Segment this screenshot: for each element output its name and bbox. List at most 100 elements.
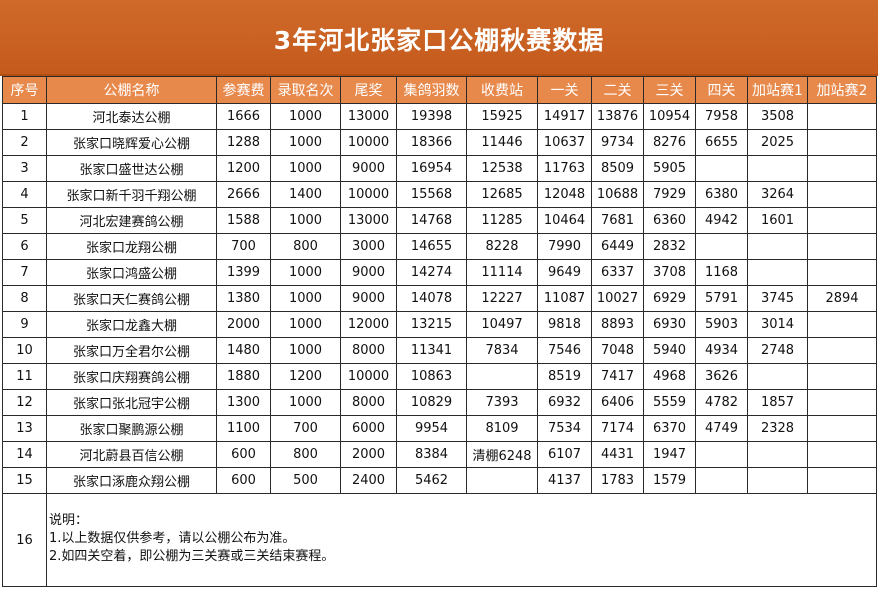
table-cell: 1400 xyxy=(270,181,341,208)
table-cell: 3708 xyxy=(643,259,696,286)
table-cell: 1000 xyxy=(270,259,341,286)
table-cell: 1288 xyxy=(216,129,271,156)
table-cell: 10637 xyxy=(537,129,592,156)
table-cell: 6380 xyxy=(695,181,748,208)
table-cell xyxy=(807,259,877,286)
table-cell: 6337 xyxy=(591,259,644,286)
table-cell: 11087 xyxy=(537,285,592,312)
table-cell xyxy=(747,441,808,468)
column-header: 尾奖 xyxy=(340,76,397,104)
table-cell: 11285 xyxy=(466,207,538,234)
loft-name: 河北宏建赛鸽公棚 xyxy=(46,207,217,234)
table-cell: 8228 xyxy=(466,233,538,260)
table-row: 10 张家口万全君尔公棚 1480 1000 8000 11341 7834 7546 7048… xyxy=(2,337,877,364)
table-cell: 1000 xyxy=(270,103,341,130)
table-cell: 14768 xyxy=(396,207,467,234)
table-cell: 1000 xyxy=(270,337,341,364)
loft-name: 张家口盛世达公棚 xyxy=(46,155,217,182)
row-index: 6 xyxy=(2,233,47,260)
table-cell: 11446 xyxy=(466,129,538,156)
table-cell: 9000 xyxy=(340,285,397,312)
table-cell: 5559 xyxy=(643,389,696,416)
table-cell: 1000 xyxy=(270,129,341,156)
table-cell: 1480 xyxy=(216,337,271,364)
table-cell xyxy=(747,363,808,390)
table-row: 7 张家口鸿盛公棚 1399 1000 9000 14274 11114 9649 6337 37… xyxy=(2,259,877,286)
table-cell: 2894 xyxy=(807,285,877,312)
table-cell xyxy=(466,363,538,390)
loft-name: 张家口龙翔公棚 xyxy=(46,233,217,260)
table-cell: 9000 xyxy=(340,155,397,182)
column-header: 四关 xyxy=(695,76,748,104)
table-cell: 3014 xyxy=(747,311,808,338)
table-cell: 8109 xyxy=(466,415,538,442)
row-index: 7 xyxy=(2,259,47,286)
loft-name: 张家口万全君尔公棚 xyxy=(46,337,217,364)
table-cell: 7958 xyxy=(695,103,748,130)
table-cell xyxy=(807,129,877,156)
table-cell: 清棚6248 xyxy=(466,441,538,468)
table-cell: 7834 xyxy=(466,337,538,364)
table-cell: 10000 xyxy=(340,363,397,390)
column-header: 加站赛1 xyxy=(747,76,808,104)
table-cell: 6406 xyxy=(591,389,644,416)
table-cell: 500 xyxy=(270,467,341,494)
table-cell: 6929 xyxy=(643,285,696,312)
table-cell: 10954 xyxy=(643,103,696,130)
table-row: 3 张家口盛世达公棚 1200 1000 9000 16954 12538 11763 8509… xyxy=(2,155,877,182)
table-cell: 2832 xyxy=(643,233,696,260)
table-cell: 4431 xyxy=(591,441,644,468)
table-cell: 1399 xyxy=(216,259,271,286)
loft-name: 张家口张北冠宇公棚 xyxy=(46,389,217,416)
table-row: 14 河北蔚县百信公棚 600 800 2000 8384 清棚6248 6107 4431 19… xyxy=(2,441,877,468)
table-cell xyxy=(807,155,877,182)
table-cell xyxy=(807,181,877,208)
row-index: 10 xyxy=(2,337,47,364)
table-cell xyxy=(807,389,877,416)
table-cell: 1000 xyxy=(270,155,341,182)
table-cell: 10863 xyxy=(396,363,467,390)
note-cell: 说明： 1.以上数据仅供参考，请以公棚公布为准。 2.如四关空着，即公棚为三关赛或三… xyxy=(46,493,877,587)
table-cell: 1000 xyxy=(270,311,341,338)
table-cell: 8000 xyxy=(340,337,397,364)
row-index: 3 xyxy=(2,155,47,182)
table-cell: 6370 xyxy=(643,415,696,442)
row-index: 13 xyxy=(2,415,47,442)
table-cell: 4749 xyxy=(695,415,748,442)
table-row: 5 河北宏建赛鸽公棚 1588 1000 13000 14768 11285 10464 768… xyxy=(2,207,877,234)
table-cell: 1168 xyxy=(695,259,748,286)
row-index: 1 xyxy=(2,103,47,130)
table-cell: 13000 xyxy=(340,103,397,130)
table-cell: 10000 xyxy=(340,129,397,156)
table-cell: 800 xyxy=(270,441,341,468)
table-cell: 6655 xyxy=(695,129,748,156)
table-cell: 2748 xyxy=(747,337,808,364)
table-row: 6 张家口龙翔公棚 700 800 3000 14655 8228 7990 6449 2832 xyxy=(2,233,877,260)
table-cell: 10464 xyxy=(537,207,592,234)
table-cell: 2025 xyxy=(747,129,808,156)
table-cell: 3626 xyxy=(695,363,748,390)
row-index: 12 xyxy=(2,389,47,416)
table-cell: 18366 xyxy=(396,129,467,156)
table-cell xyxy=(807,363,877,390)
table-cell: 15568 xyxy=(396,181,467,208)
column-header: 集鸽羽数 xyxy=(396,76,467,104)
table-cell: 6449 xyxy=(591,233,644,260)
table-cell: 8519 xyxy=(537,363,592,390)
table-cell xyxy=(695,467,748,494)
column-header: 加站赛2 xyxy=(807,76,877,104)
table-cell: 1380 xyxy=(216,285,271,312)
table-cell: 11763 xyxy=(537,155,592,182)
table-cell: 4782 xyxy=(695,389,748,416)
table-cell: 2666 xyxy=(216,181,271,208)
loft-name: 张家口庆翔赛鸽公棚 xyxy=(46,363,217,390)
table-cell: 1200 xyxy=(216,155,271,182)
table-cell xyxy=(807,415,877,442)
table-cell xyxy=(747,467,808,494)
column-header: 序号 xyxy=(2,76,47,104)
table-cell: 10027 xyxy=(591,285,644,312)
table-cell: 11341 xyxy=(396,337,467,364)
loft-name: 张家口涿鹿众翔公棚 xyxy=(46,467,217,494)
table-cell: 12048 xyxy=(537,181,592,208)
table-cell: 8893 xyxy=(591,311,644,338)
